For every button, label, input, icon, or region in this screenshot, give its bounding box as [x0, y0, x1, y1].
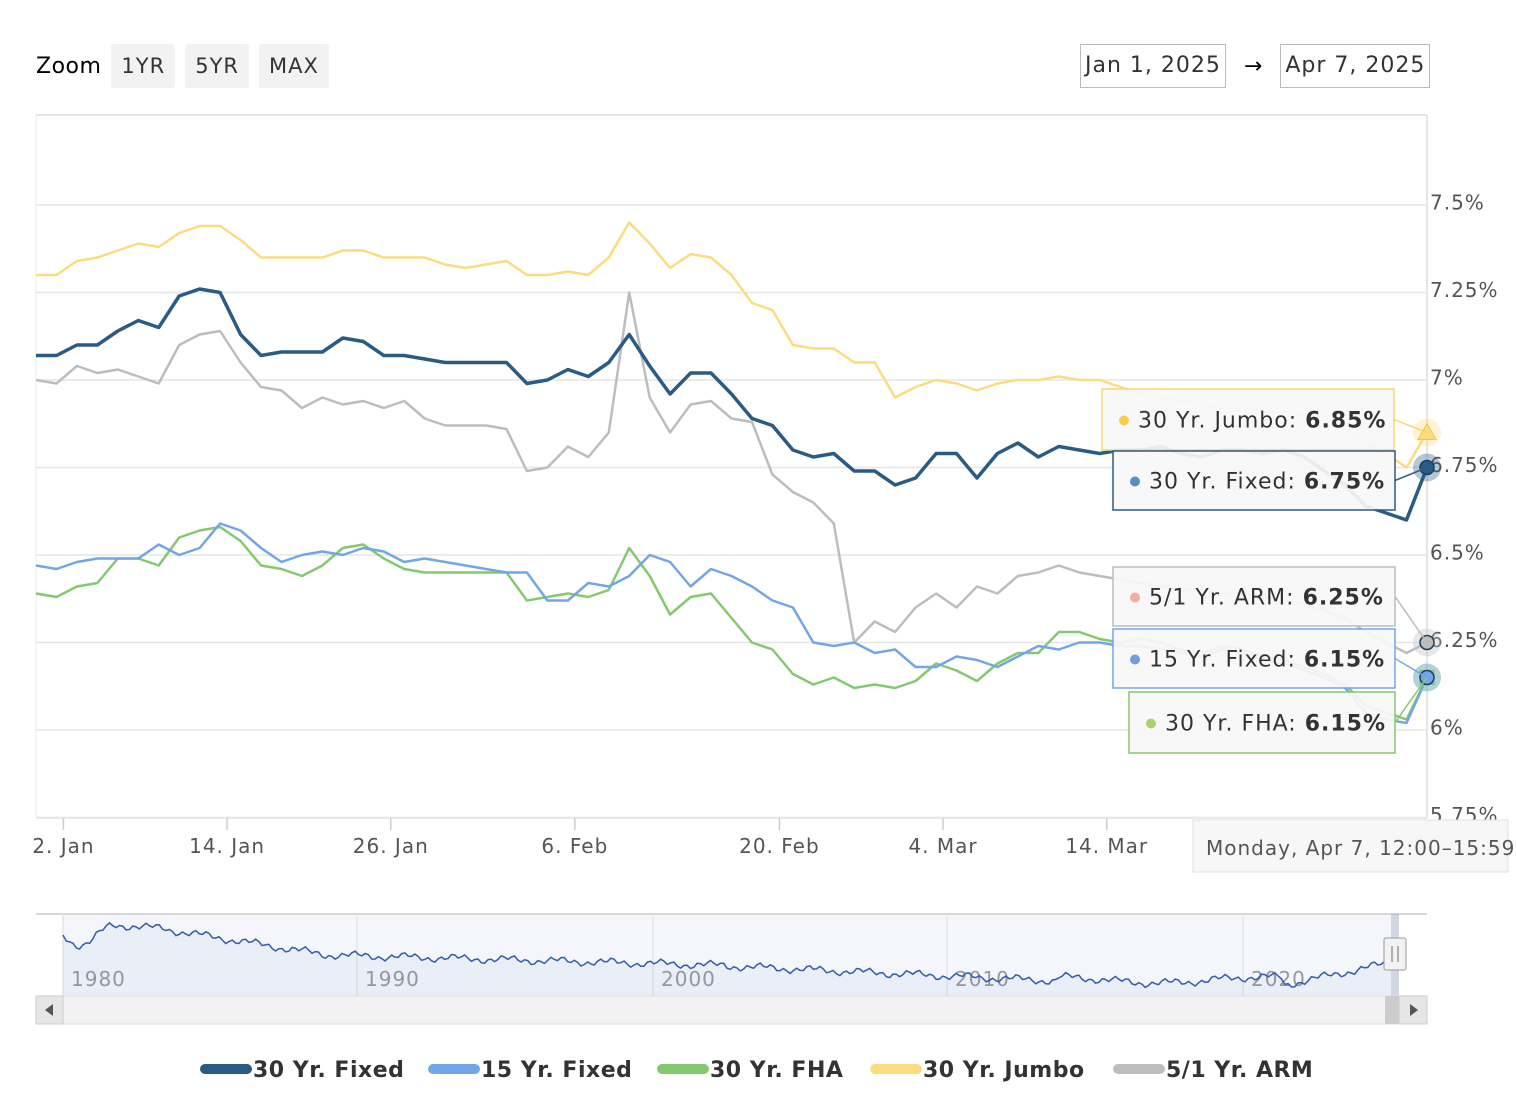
tooltip-label: 30 Yr. FHA:	[1165, 712, 1305, 737]
y-axis: 7.5%7.25%7%6.75%6.5%6.25%6%5.75%	[1430, 191, 1499, 828]
x-tick-label: 4. Mar	[908, 834, 977, 858]
tooltip-dot-icon	[1130, 476, 1140, 487]
navigator-tick-label: 2020	[1251, 967, 1306, 991]
legend-item-15-yr-fixed[interactable]: 15 Yr. Fixed	[428, 1058, 632, 1083]
x-tick-label: 20. Feb	[739, 834, 820, 858]
zoom-max-button[interactable]: MAX	[258, 44, 329, 88]
range-from-input[interactable]: Jan 1, 2025	[1080, 44, 1226, 88]
zoom-1yr-button[interactable]: 1YR	[111, 44, 176, 88]
tooltip-connector	[1394, 677, 1428, 723]
tooltip-dot-icon	[1146, 718, 1156, 729]
tooltip-text: 15 Yr. Fixed: 6.15%	[1149, 648, 1385, 673]
tooltip-label: 30 Yr. Jumbo:	[1138, 409, 1305, 434]
tooltip-connector	[1394, 596, 1428, 643]
tooltip-label: 15 Yr. Fixed:	[1149, 648, 1304, 673]
tooltip-text: 30 Yr. Jumbo: 6.85%	[1138, 409, 1386, 434]
navigator-tick-label: 1980	[71, 967, 126, 991]
date-range: Jan 1, 2025 → Apr 7, 2025	[1080, 44, 1431, 88]
navigator-area	[63, 922, 1391, 996]
tooltip-box	[1112, 566, 1396, 627]
tooltip-value: 6.75%	[1304, 470, 1385, 495]
legend-item-30-yr-jumbo[interactable]: 30 Yr. Jumbo	[870, 1058, 1085, 1083]
tooltip-box	[1112, 628, 1396, 689]
y-tick-label: 6%	[1430, 716, 1464, 740]
x-tick-label: 14. Mar	[1065, 834, 1148, 858]
legend-item-30-yr-fixed[interactable]: 30 Yr. Fixed	[200, 1058, 404, 1083]
legend-label: 15 Yr. Fixed	[481, 1058, 632, 1083]
tooltip-date-header: Monday, Apr 7, 12:00–15:59	[1192, 819, 1515, 873]
tooltip-label: 30 Yr. Fixed:	[1149, 470, 1304, 495]
tooltip-value: 6.15%	[1304, 648, 1385, 673]
tooltip-dot-icon	[1119, 415, 1129, 426]
navigator-tick-label: 2000	[661, 967, 716, 991]
tooltip-connector	[1394, 657, 1428, 679]
tooltips: 30 Yr. Jumbo: 6.85% 30 Yr. Fixed: 6.75% 5/…	[1101, 388, 1515, 873]
legend-label: 30 Yr. FHA	[710, 1058, 843, 1083]
x-tick-label: 26. Jan	[353, 834, 429, 858]
range-to-input[interactable]: Apr 7, 2025	[1280, 44, 1431, 88]
tooltip-label: 5/1 Yr. ARM:	[1149, 586, 1303, 611]
x-tick-label: 14. Jan	[189, 834, 265, 858]
tooltip-30-yr-jumbo: 30 Yr. Jumbo: 6.85%	[1101, 388, 1428, 451]
tooltip-15-yr-fixed: 15 Yr. Fixed: 6.15%	[1112, 628, 1428, 689]
tooltip-text: 5/1 Yr. ARM: 6.25%	[1149, 586, 1384, 611]
tooltip-text: 30 Yr. Fixed: 6.75%	[1149, 470, 1385, 495]
y-tick-label: 6.25%	[1430, 628, 1499, 652]
x-tick-label: 6. Feb	[541, 834, 608, 858]
x-tick-label: 2. Jan	[32, 834, 94, 858]
zoom-label: Zoom	[36, 53, 102, 79]
zoom-bar: Zoom 1YR 5YR MAX	[36, 44, 339, 88]
tooltip-box	[1128, 691, 1396, 754]
navigator-handle[interactable]	[1383, 937, 1407, 971]
tooltip-dot-icon	[1130, 592, 1140, 603]
tooltip-text: 30 Yr. FHA: 6.15%	[1165, 712, 1386, 737]
range-arrow-icon: →	[1243, 53, 1263, 79]
legend-label: 5/1 Yr. ARM	[1166, 1058, 1313, 1083]
scroll-right-arrow-icon	[1410, 1004, 1418, 1016]
tooltip-dot-icon	[1130, 654, 1140, 665]
tooltip-30-yr-fha: 30 Yr. FHA: 6.15%	[1128, 677, 1428, 754]
legend-item-30-yr-fha[interactable]: 30 Yr. FHA	[657, 1058, 843, 1083]
tooltip-5-1-yr-arm: 5/1 Yr. ARM: 6.25%	[1112, 566, 1428, 643]
tooltip-header-text: Monday, Apr 7, 12:00–15:59	[1206, 836, 1515, 860]
navigator[interactable]: 1980 1990 2000 2010 2020	[35, 913, 1428, 1025]
zoom-5yr-button[interactable]: 5YR	[185, 44, 249, 88]
scroll-left-arrow-icon	[45, 1004, 53, 1016]
navigator-outside-area	[63, 915, 1391, 996]
tooltip-connector	[1393, 418, 1428, 434]
y-tick-label: 7%	[1430, 366, 1464, 390]
tooltip-value: 6.15%	[1305, 712, 1386, 737]
navigator-tick-label: 1990	[365, 967, 420, 991]
legend: 30 Yr. Fixed 15 Yr. Fixed 30 Yr. FHA 30 Yr.…	[200, 1058, 1313, 1083]
legend-item-5-1-yr-arm[interactable]: 5/1 Yr. ARM	[1113, 1058, 1313, 1083]
y-tick-label: 6.5%	[1430, 541, 1485, 565]
scrollbar-thumb[interactable]	[1385, 996, 1399, 1024]
tooltip-box	[1112, 450, 1396, 511]
tooltip-value: 6.85%	[1305, 409, 1386, 434]
legend-label: 30 Yr. Jumbo	[923, 1058, 1085, 1083]
scrollbar-track[interactable]	[35, 995, 1428, 1025]
tooltip-30-yr-fixed: 30 Yr. Fixed: 6.75%	[1112, 450, 1428, 511]
y-tick-label: 7.25%	[1430, 278, 1499, 302]
legend-label: 30 Yr. Fixed	[253, 1058, 404, 1083]
tooltip-value: 6.25%	[1303, 586, 1384, 611]
x-axis: 2. Jan 14. Jan 26. Jan 6. Feb 20. Feb 4. Mar 1…	[32, 818, 1148, 858]
navigator-tick-label: 2010	[955, 967, 1010, 991]
y-tick-label: 7.5%	[1430, 191, 1485, 215]
y-tick-label: 6.75%	[1430, 453, 1499, 477]
tooltip-box	[1101, 388, 1395, 451]
navigator-series-line	[62, 921, 1392, 989]
tooltip-connector	[1394, 466, 1428, 482]
tooltip-header-box	[1192, 819, 1509, 873]
